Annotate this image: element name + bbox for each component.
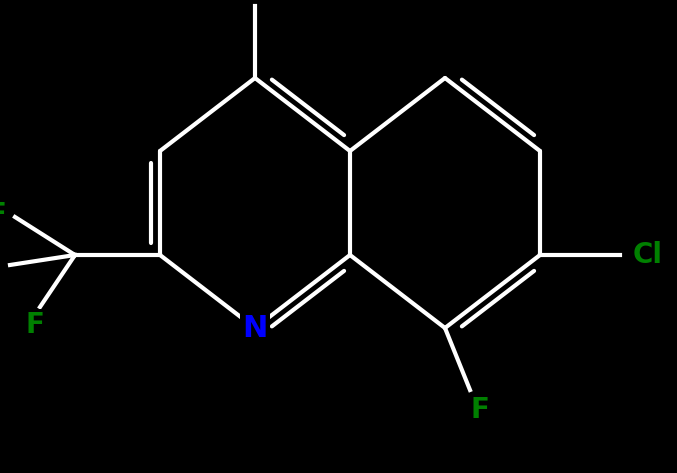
Text: F: F <box>0 201 7 229</box>
Text: N: N <box>242 314 267 342</box>
Text: F: F <box>0 251 1 279</box>
Text: F: F <box>471 396 489 424</box>
Text: F: F <box>26 311 45 339</box>
Text: Cl: Cl <box>633 241 663 269</box>
